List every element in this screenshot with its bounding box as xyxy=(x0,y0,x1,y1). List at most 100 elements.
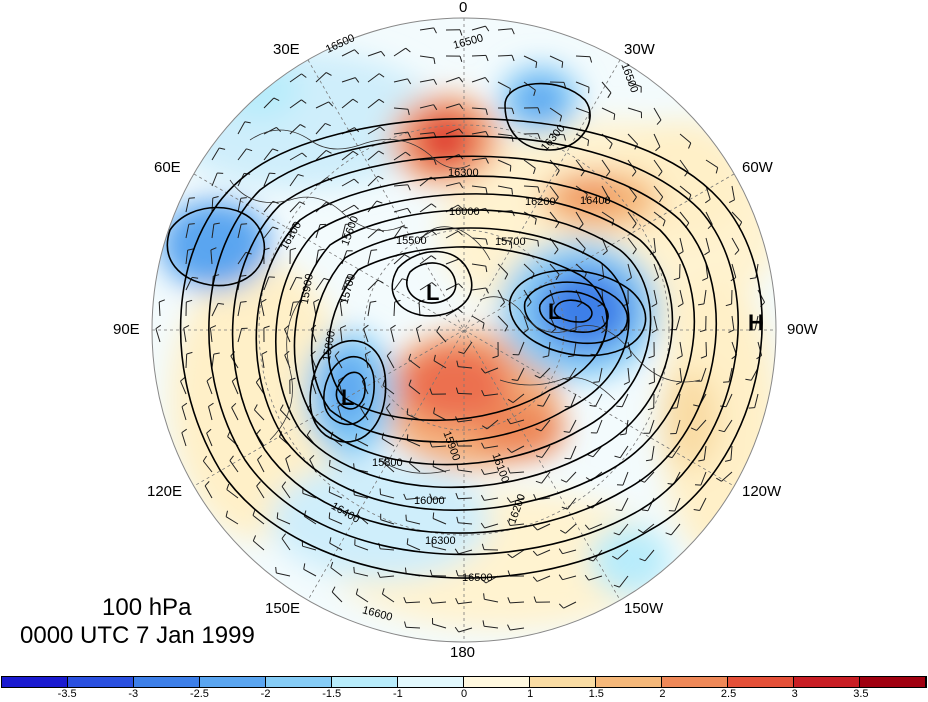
contour-label: 15800 xyxy=(372,457,403,469)
wind-barb xyxy=(596,419,603,434)
wind-barb xyxy=(256,485,265,499)
wind-barb xyxy=(289,174,299,187)
wind-barb-flag xyxy=(281,481,287,487)
wind-barb xyxy=(304,515,317,525)
wind-barb xyxy=(315,123,326,135)
wind-barb-flag xyxy=(306,429,311,436)
wind-barb-flag xyxy=(407,109,410,116)
wind-barb-flag xyxy=(455,387,459,394)
wind-barb xyxy=(566,471,577,483)
wind-barb-flag xyxy=(353,204,359,210)
wind-barb-flag xyxy=(383,457,387,463)
wind-barb xyxy=(536,575,551,582)
wind-barb xyxy=(510,419,525,425)
wind-barb xyxy=(393,278,403,291)
wind-barb-flag xyxy=(192,276,199,279)
wind-barb xyxy=(276,517,291,525)
wind-barb-flag xyxy=(206,376,212,382)
wind-barb xyxy=(549,289,555,304)
wind-barb xyxy=(341,98,354,109)
wind-barb xyxy=(354,572,369,577)
wind-barb-flag xyxy=(260,298,267,303)
wind-barb-flag xyxy=(261,350,268,355)
wind-barb xyxy=(705,263,709,278)
wind-barb xyxy=(356,593,369,603)
colorbar-swatch xyxy=(464,677,530,687)
wind-barb-flag xyxy=(485,238,488,245)
wind-barb-flag xyxy=(549,302,555,308)
wind-barb-flag xyxy=(252,509,256,516)
wind-barb-flag xyxy=(432,512,435,519)
wind-barb xyxy=(510,523,525,526)
colorbar-tick-label: 2 xyxy=(659,688,666,700)
colorbar-tick-label: -1 xyxy=(392,688,403,700)
wind-barb-flag xyxy=(458,128,464,134)
wind-barb xyxy=(303,568,317,577)
wind-barb-flag xyxy=(602,250,608,256)
wind-barb-flag xyxy=(485,287,489,294)
wind-barb xyxy=(367,50,382,57)
wind-barb xyxy=(653,367,655,383)
wind-barb-flag xyxy=(181,402,188,408)
wind-barb-flag xyxy=(700,355,707,359)
wind-barb xyxy=(700,471,707,486)
wind-barb-flag xyxy=(340,325,347,329)
wind-barb xyxy=(471,287,486,291)
wind-barb xyxy=(653,211,666,221)
wind-barb xyxy=(570,393,577,408)
wind-barb-flag xyxy=(563,431,570,433)
wind-barb xyxy=(367,98,380,109)
colorbar-swatch xyxy=(596,677,662,687)
wind-barb xyxy=(705,211,713,225)
wind-barb-flag xyxy=(328,459,331,467)
wind-barb xyxy=(622,471,629,486)
longitude-label: 180 xyxy=(450,644,476,661)
wind-barb-flag xyxy=(511,210,515,217)
wind-barb xyxy=(754,393,759,408)
wind-barb xyxy=(562,575,577,581)
wind-barb-flag xyxy=(378,150,385,155)
wind-barb xyxy=(540,419,551,432)
wind-barb xyxy=(408,462,421,473)
wind-barb-flag xyxy=(485,266,488,273)
wind-barb-flag xyxy=(457,230,463,236)
wind-barb-flag xyxy=(613,532,620,536)
wind-barb xyxy=(237,148,247,161)
wind-barb xyxy=(390,328,395,343)
wind-barb xyxy=(679,133,692,144)
wind-barb-flag xyxy=(532,550,538,556)
wind-barb xyxy=(627,107,642,113)
wind-barb xyxy=(315,101,329,109)
wind-barb-flag xyxy=(702,277,708,281)
wind-barb-flag xyxy=(482,620,485,627)
wind-barb xyxy=(458,601,473,605)
wind-barb-flag xyxy=(542,355,549,358)
wind-barb xyxy=(497,289,506,303)
wind-barb-flag xyxy=(219,147,226,150)
wind-barb-flag xyxy=(535,61,538,68)
wind-barb-flag xyxy=(323,277,330,281)
wind-barb xyxy=(445,258,460,265)
wind-barb xyxy=(537,523,551,531)
wind-barb-flag xyxy=(623,381,630,385)
wind-barb-flag xyxy=(626,355,632,360)
wind-barb-flag xyxy=(632,196,637,203)
wind-barb xyxy=(471,25,486,31)
wind-barb-flag xyxy=(532,576,538,582)
colorbar-swatch xyxy=(662,677,728,687)
wind-barb xyxy=(261,354,265,369)
wind-barb-flag xyxy=(433,57,436,64)
wind-barbs xyxy=(155,25,766,633)
wind-barb-flag xyxy=(226,483,230,490)
wind-barb-flag xyxy=(533,596,537,603)
wind-barb-flag xyxy=(272,148,279,152)
colorbar-tick-label: -3 xyxy=(128,688,139,700)
wind-barb-flag xyxy=(378,73,385,78)
wind-barb-flag xyxy=(407,184,411,191)
wind-barb-flag xyxy=(480,468,485,475)
wind-barb xyxy=(315,250,319,265)
wind-barb xyxy=(458,469,473,473)
wind-barb-flag xyxy=(587,454,594,458)
wind-barb-flag xyxy=(504,273,509,280)
wind-barb-flag xyxy=(458,77,464,83)
